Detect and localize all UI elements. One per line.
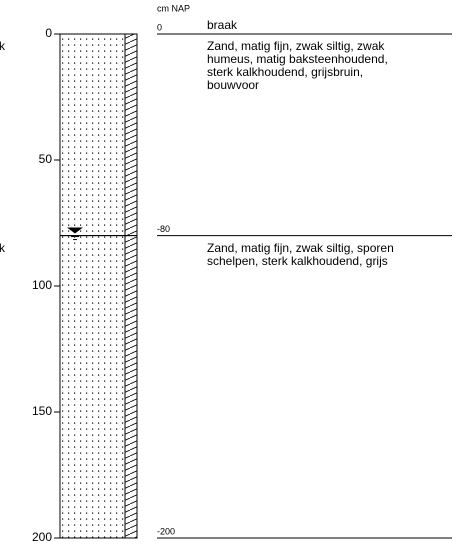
layer-description: schelpen, sterk kalkhoudend, grijs <box>207 254 388 268</box>
depth-tick-label: 0 <box>45 26 52 40</box>
depth-tick-label: 50 <box>39 152 53 166</box>
level-label: -80 <box>157 224 170 234</box>
sand-layer <box>60 34 125 236</box>
level-label: -200 <box>157 526 175 536</box>
depth-tick-label: 150 <box>32 404 52 418</box>
layer-description: humeus, matig baksteenhoudend, <box>207 52 388 66</box>
lime-strip <box>125 236 137 538</box>
unit-label: cm NAP <box>157 3 190 13</box>
borehole-log: cm NAP braak Zand, matig fijn, zwak silt… <box>0 0 456 548</box>
lime-strip <box>125 34 137 236</box>
edge-fragment: k <box>0 39 6 53</box>
layer-description: bouwvoor <box>207 78 259 92</box>
edge-fragment: k <box>0 241 6 255</box>
sand-layer <box>60 236 125 538</box>
layer-description: sterk kalkhoudend, grijsbruin, <box>207 65 363 79</box>
layer-description: Zand, matig fijn, zwak siltig, sporen <box>207 241 394 255</box>
layer-description: Zand, matig fijn, zwak siltig, zwak <box>207 39 385 53</box>
depth-tick-label: 200 <box>32 530 52 544</box>
surface-label: braak <box>207 18 238 32</box>
level-label: 0 <box>157 22 162 32</box>
depth-tick-label: 100 <box>32 278 52 292</box>
